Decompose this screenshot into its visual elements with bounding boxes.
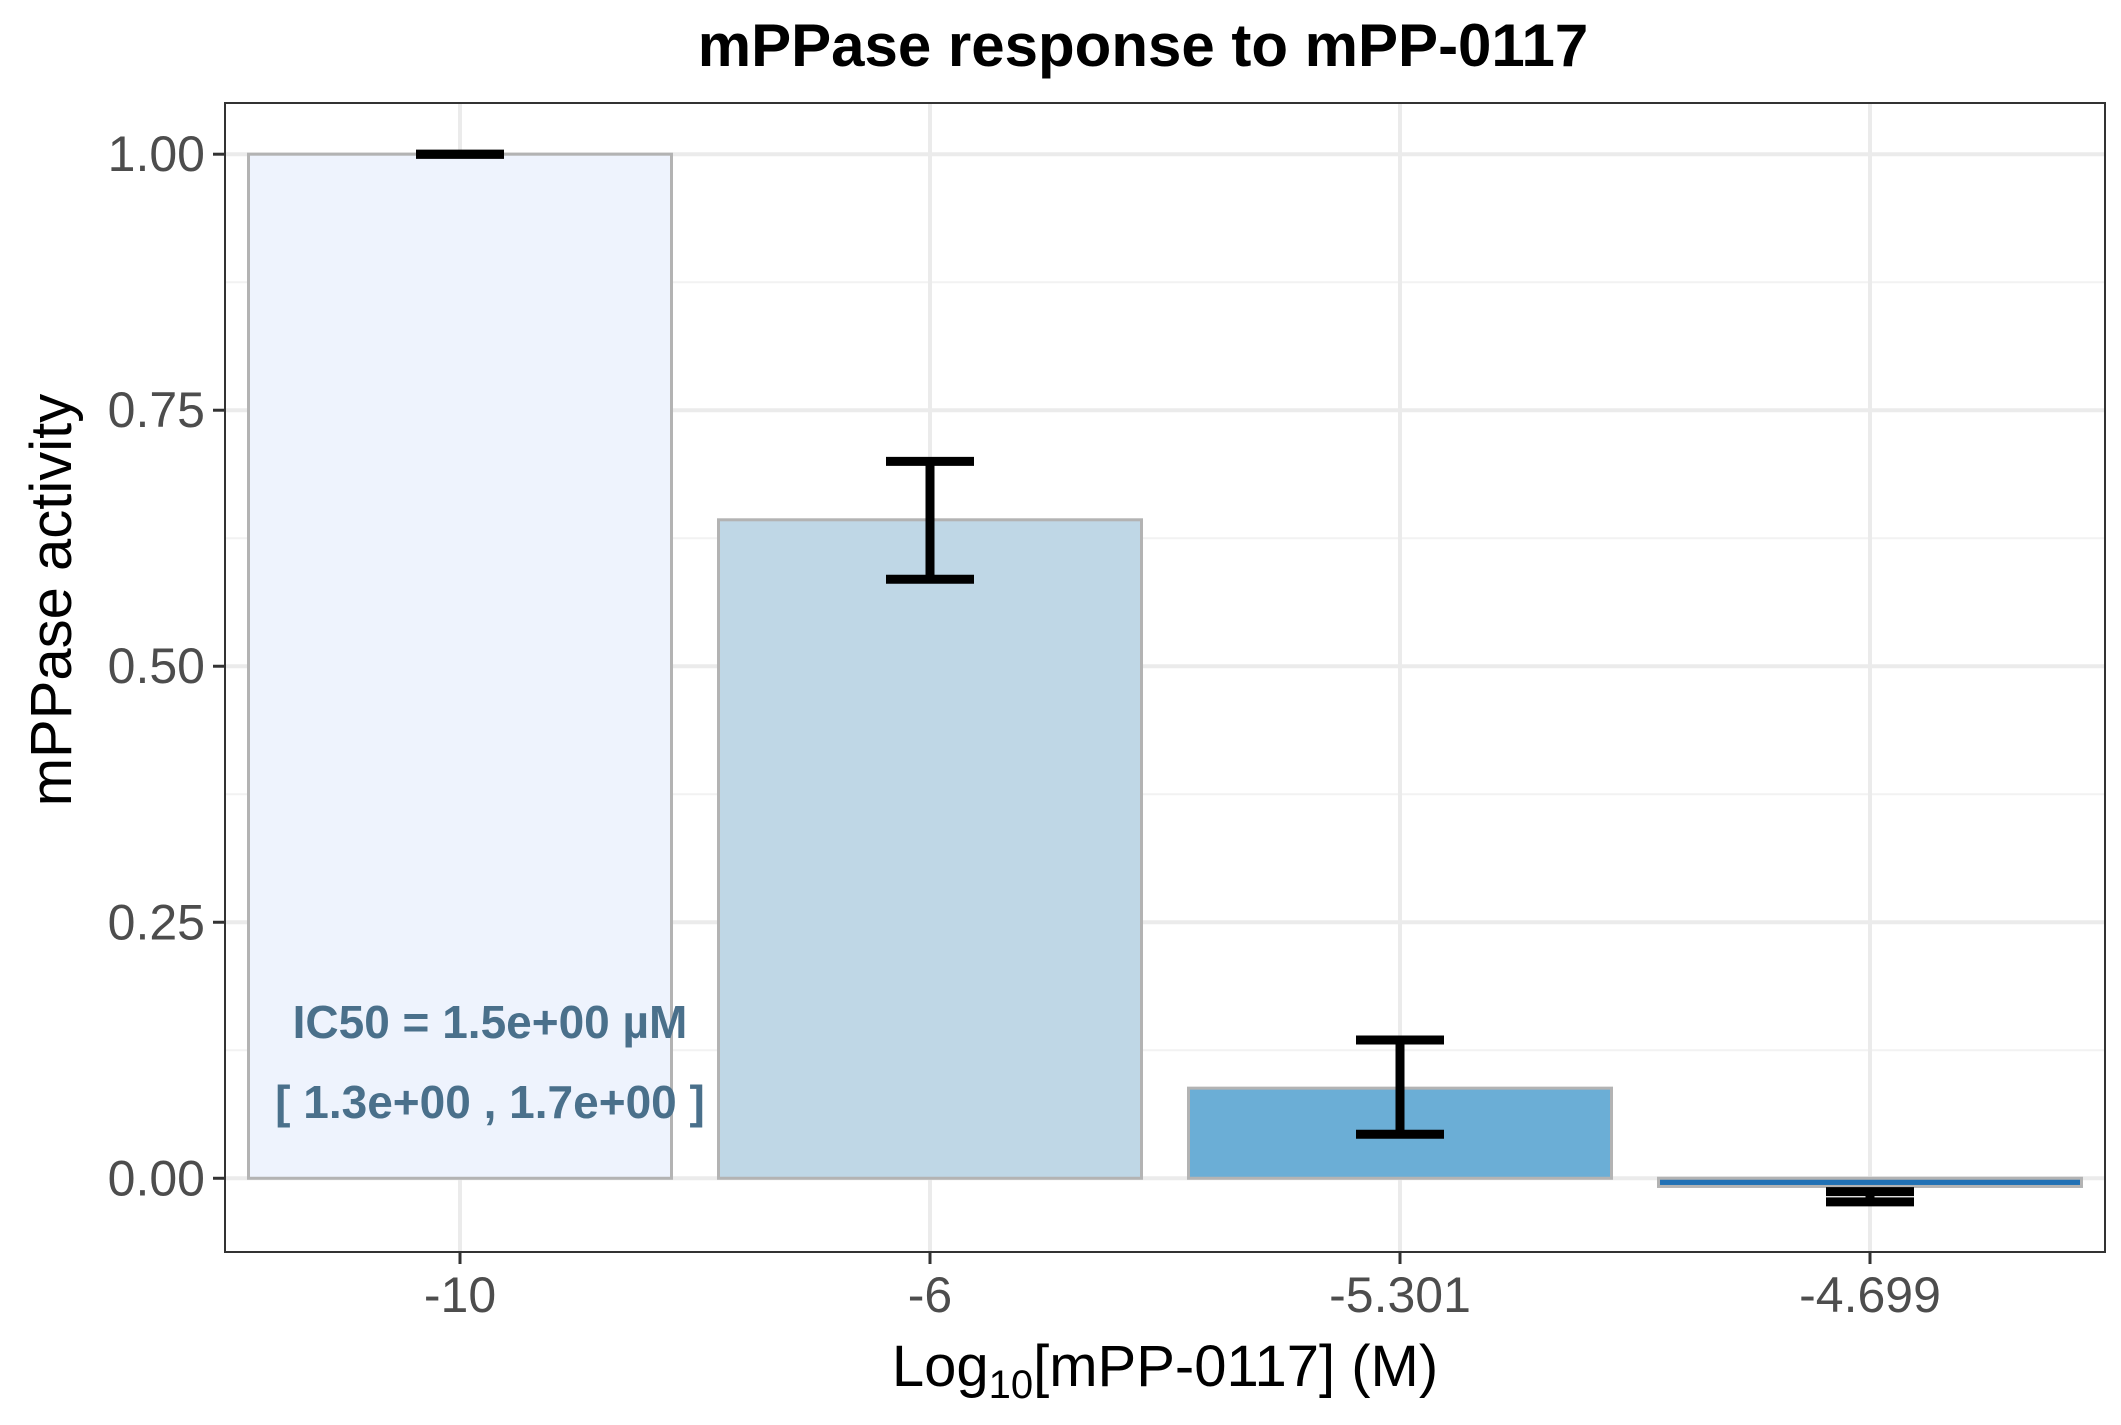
y-axis: 0.00 0.25 0.50 0.75 1.00 xyxy=(108,126,225,1206)
x-axis: -10 -6 -5.301 -4.699 xyxy=(424,1252,1941,1323)
plot-frame xyxy=(224,102,2106,1253)
annotation-line-2: [ 1.3e+00 , 1.7e+00 ] xyxy=(275,1076,705,1128)
x-axis-title-subscript: 10 xyxy=(989,1363,1034,1407)
y-tick-label: 0.00 xyxy=(108,1150,205,1206)
bar-4 xyxy=(1657,1176,2083,1188)
bar-1 xyxy=(247,152,673,1180)
y-tick-label: 0.25 xyxy=(108,894,205,950)
x-tick-label: -4.699 xyxy=(1799,1267,1941,1323)
error-bar-2 xyxy=(886,456,974,584)
error-bar-3 xyxy=(1356,1035,1444,1139)
x-axis-title-suffix: [mPP-0117] (M) xyxy=(1033,1334,1438,1399)
plot-errors xyxy=(416,149,1914,1207)
chart-title: mPPase response to mPP-0117 xyxy=(698,12,1588,79)
y-tick-label: 0.75 xyxy=(108,382,205,438)
x-axis-title: Log10[mPP-0117] (M) xyxy=(892,1334,1438,1407)
y-axis-title: mPPase activity xyxy=(19,394,84,807)
x-axis-title-prefix: Log xyxy=(892,1334,989,1399)
y-tick-label: 0.50 xyxy=(108,638,205,694)
bar-2 xyxy=(717,518,1143,1180)
y-tick-label: 1.00 xyxy=(108,126,205,182)
annotation-line-1: IC50 = 1.5e+00 µM xyxy=(293,996,688,1048)
x-tick-label: -10 xyxy=(424,1267,496,1323)
x-tick-label: -6 xyxy=(908,1267,952,1323)
plot-annotations: IC50 = 1.5e+00 µM [ 1.3e+00 , 1.7e+00 ] xyxy=(275,996,705,1128)
error-bar-4 xyxy=(1826,1187,1914,1207)
x-tick-label: -5.301 xyxy=(1329,1267,1471,1323)
